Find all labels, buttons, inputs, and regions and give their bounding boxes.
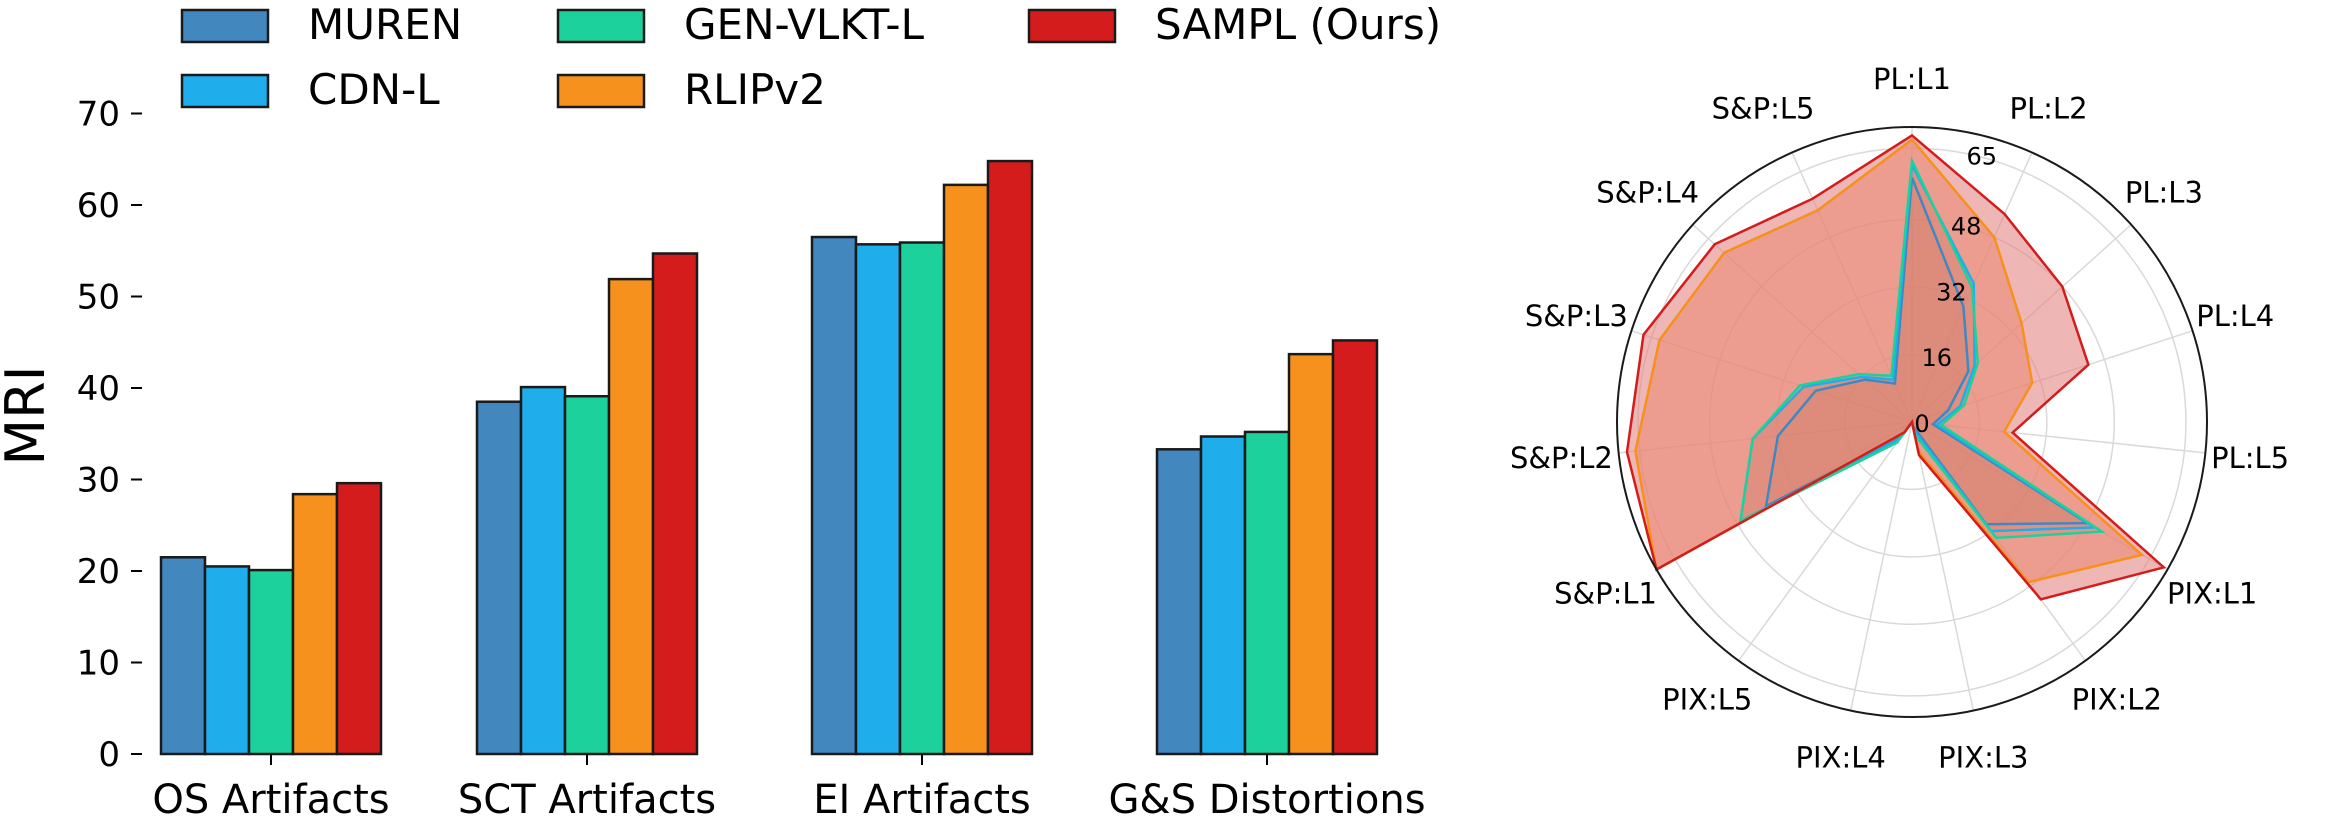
legend-swatch bbox=[1027, 8, 1117, 44]
radar-tick-label: 32 bbox=[1936, 278, 1967, 306]
x-tick-label: EI Artifacts bbox=[813, 777, 1031, 823]
radar-axis-label: S&P:L4 bbox=[1596, 175, 1699, 209]
bar bbox=[942, 183, 990, 756]
radar-axis-label: PL:L3 bbox=[2125, 175, 2203, 209]
radar-axis-label: PIX:L1 bbox=[2167, 577, 2257, 611]
radar-axis-label: PL:L2 bbox=[2010, 92, 2088, 126]
x-tick-label: SCT Artifacts bbox=[458, 777, 716, 823]
radar-spoke bbox=[1849, 421, 1913, 711]
legend-label: CDN-L bbox=[308, 65, 440, 114]
y-tick-label: 20 bbox=[77, 552, 120, 592]
bar bbox=[203, 565, 251, 756]
legend-swatch bbox=[556, 8, 646, 44]
radar-axis-label: S&P:L3 bbox=[1525, 299, 1628, 333]
bar bbox=[475, 400, 523, 756]
y-tick-label: 30 bbox=[77, 461, 120, 501]
radar-tick-label: 0 bbox=[1914, 410, 1929, 438]
y-tick-label: 60 bbox=[77, 186, 120, 226]
radar-outer-ring bbox=[1616, 126, 2208, 718]
radar-series-line bbox=[1625, 133, 2167, 601]
y-tick-label: 70 bbox=[77, 95, 120, 135]
legend-label: GEN-VLKT-L bbox=[684, 0, 925, 49]
bar bbox=[651, 252, 699, 756]
bar-chart: 0 10 20 30 40 50 60 70 MRI OS Artifacts SCT Artifa… bbox=[0, 95, 1426, 823]
radar-tick-label: 65 bbox=[1967, 143, 1998, 171]
y-tick-label: 40 bbox=[77, 369, 120, 409]
radar-chart: 0 16 32 48 65 PL:L1 PL:L2 PL:L3 PL:L4 PL:L5 PIX:L1… bbox=[1510, 62, 2289, 775]
radar-axis-label: S&P:L5 bbox=[1712, 92, 1815, 126]
radar-axis-label: S&P:L2 bbox=[1510, 441, 1613, 475]
bar bbox=[898, 241, 946, 756]
bar bbox=[1199, 435, 1247, 756]
bar bbox=[986, 159, 1034, 756]
bar bbox=[1331, 339, 1379, 756]
bar bbox=[563, 394, 611, 756]
y-tick-label: 0 bbox=[98, 735, 120, 775]
y-tick-label: 10 bbox=[77, 644, 120, 684]
y-axis-label: MRI bbox=[0, 365, 57, 465]
radar-axis-label: PL:L5 bbox=[2211, 441, 2289, 475]
radar-spoke bbox=[1911, 421, 1975, 711]
x-tick-label: OS Artifacts bbox=[152, 777, 389, 823]
legend: MUREN CDN-L GEN-VLKT-L RLIPv2 SAMPL (Ours) bbox=[180, 0, 1441, 114]
bar bbox=[1243, 430, 1291, 756]
legend-swatch bbox=[180, 73, 270, 109]
bar bbox=[335, 481, 383, 756]
legend-label: RLIPv2 bbox=[684, 65, 826, 114]
radar-axis-label: PIX:L3 bbox=[1938, 741, 2028, 775]
bar bbox=[810, 235, 858, 756]
radar-axis-label: PIX:L5 bbox=[1662, 682, 1752, 716]
radar-axis-label: PL:L4 bbox=[2196, 299, 2274, 333]
legend-swatch bbox=[180, 8, 270, 44]
radar-spoke bbox=[1737, 421, 1913, 662]
x-tick-label: G&S Distortions bbox=[1108, 777, 1425, 823]
y-tick-label: 50 bbox=[77, 278, 120, 318]
bar bbox=[291, 492, 339, 756]
legend-label: SAMPL (Ours) bbox=[1155, 0, 1441, 49]
radar-axis-label: PL:L1 bbox=[1873, 62, 1951, 96]
radar-axis-label: PIX:L2 bbox=[2072, 682, 2162, 716]
bar bbox=[519, 385, 567, 756]
bar bbox=[1287, 352, 1335, 756]
radar-axis-label: S&P:L1 bbox=[1554, 577, 1657, 611]
radar-tick-label: 48 bbox=[1951, 213, 1982, 241]
bar bbox=[159, 556, 207, 756]
radar-tick-label: 16 bbox=[1921, 344, 1952, 372]
legend-label: MUREN bbox=[308, 0, 462, 49]
bar bbox=[607, 277, 655, 756]
legend-swatch bbox=[556, 73, 646, 109]
bar bbox=[854, 243, 902, 756]
bar bbox=[247, 568, 295, 756]
bar bbox=[1155, 448, 1203, 756]
radar-axis-label: PIX:L4 bbox=[1796, 741, 1886, 775]
